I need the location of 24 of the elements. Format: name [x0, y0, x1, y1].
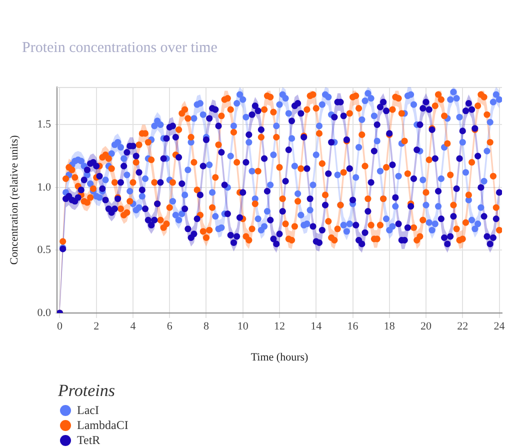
y-tick-label: 1.5	[37, 118, 52, 131]
x-tick-label: 0	[56, 320, 63, 332]
legend-label: LacI	[77, 403, 99, 418]
y-axis-title: Concentration (relative units)	[8, 134, 20, 265]
x-tick-label: 14	[310, 320, 322, 332]
y-tick-label: 0.0	[37, 306, 52, 319]
x-tick-label: 18	[384, 320, 396, 332]
y-tick-label: 0.5	[37, 244, 52, 256]
x-tick-label: 24	[494, 320, 506, 332]
x-axis-title: Time (hours)	[250, 351, 309, 364]
legend-label: TetR	[77, 433, 100, 447]
x-tick-label: 22	[457, 320, 468, 332]
legend-title: Proteins	[58, 381, 116, 401]
x-tick-label: 2	[94, 320, 100, 332]
x-tick-label: 10	[237, 320, 249, 332]
x-tick-label: 6	[166, 320, 173, 332]
x-tick-label: 16	[347, 320, 359, 332]
x-tick-label: 4	[130, 320, 136, 332]
legend-label: LambdaCI	[77, 418, 128, 433]
chart-title: Protein concentrations over time	[22, 40, 218, 57]
x-tick-label: 20	[420, 320, 432, 332]
x-tick-label: 8	[204, 320, 210, 332]
x-tick-label: 12	[274, 320, 285, 332]
y-tick-label: 1.0	[37, 181, 52, 194]
